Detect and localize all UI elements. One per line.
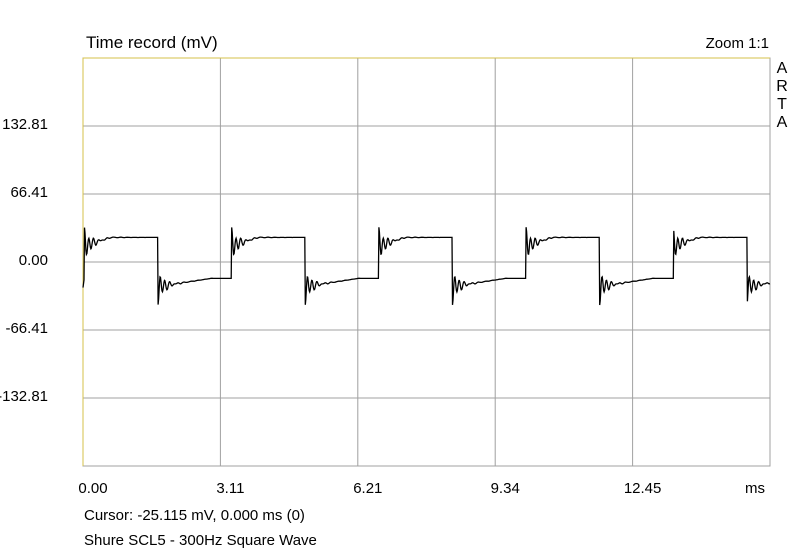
x-tick-label: 6.21 xyxy=(353,480,383,497)
x-tick-label: 0.00 xyxy=(78,480,108,497)
arta-letter-a: A xyxy=(776,60,788,77)
cursor-readout: Cursor: -25.115 mV, 0.000 ms (0) xyxy=(84,507,305,524)
y-tick-label: 0.00 xyxy=(18,252,48,269)
x-tick-label: 9.34 xyxy=(490,480,520,497)
y-tick-label: 132.81 xyxy=(2,116,48,133)
arta-logo: A R T A xyxy=(775,60,789,132)
chart-title: Time record (mV) xyxy=(86,33,218,52)
y-tick-label: -132.81 xyxy=(0,388,48,405)
chart-caption: Shure SCL5 - 300Hz Square Wave xyxy=(84,532,317,549)
waveform-trace xyxy=(82,227,771,306)
arta-letter-t: T xyxy=(777,96,787,113)
arta-letter-a2: A xyxy=(776,114,788,131)
x-tick-label: 12.45 xyxy=(623,480,662,497)
arta-letter-r: R xyxy=(776,78,788,95)
y-tick-label: 66.41 xyxy=(10,184,48,201)
x-tick-label: 3.11 xyxy=(216,480,245,497)
zoom-indicator[interactable]: Zoom 1:1 xyxy=(705,35,769,52)
y-tick-label: -66.41 xyxy=(5,320,48,337)
x-unit-label: ms xyxy=(745,480,765,497)
